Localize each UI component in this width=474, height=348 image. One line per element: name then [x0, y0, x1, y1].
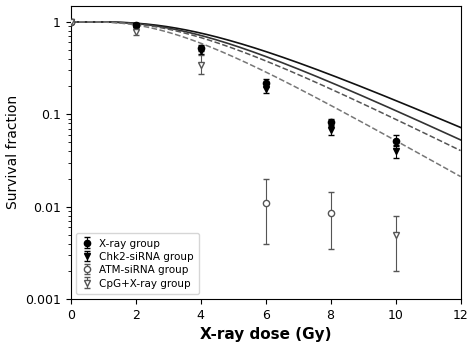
Legend: X-ray group, Chk2-siRNA group, ATM-siRNA group, CpG+X-ray group: X-ray group, Chk2-siRNA group, ATM-siRNA… [76, 233, 199, 294]
X-axis label: X-ray dose (Gy): X-ray dose (Gy) [200, 327, 331, 342]
Y-axis label: Survival fraction: Survival fraction [6, 95, 19, 209]
